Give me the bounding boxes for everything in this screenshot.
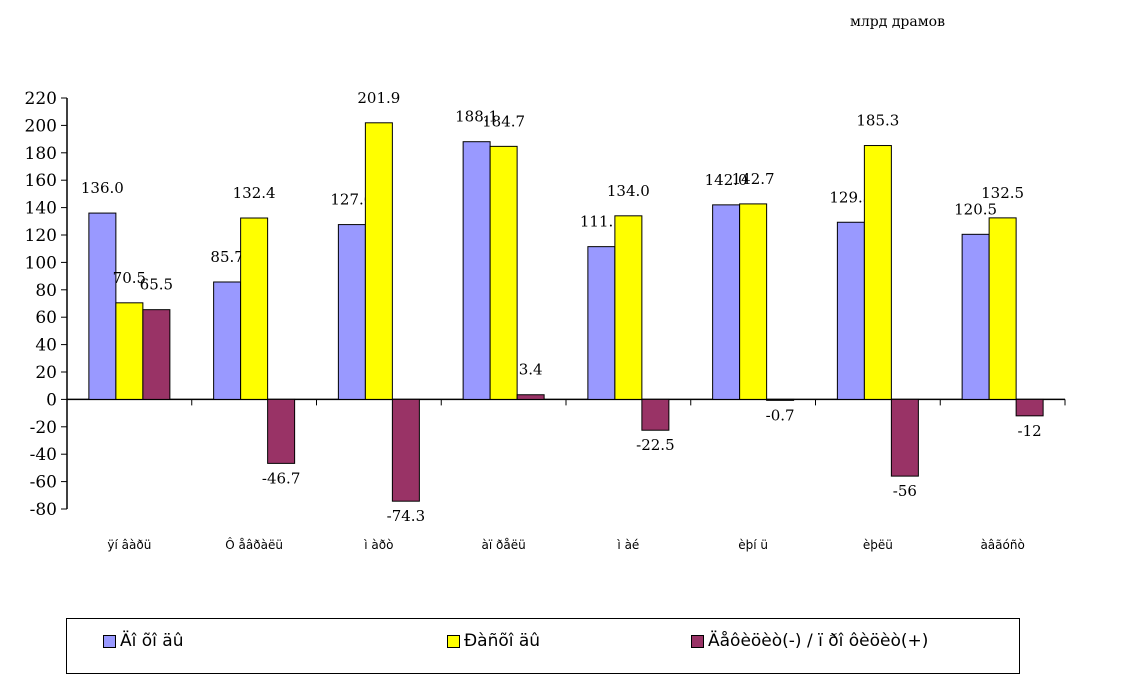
data-label: 132.5 xyxy=(981,184,1024,202)
bar-series2 xyxy=(115,302,144,400)
data-label: 142.7 xyxy=(732,170,775,188)
bar-series1 xyxy=(337,224,366,400)
unit-label: млрд драмов xyxy=(850,14,945,30)
data-label: 185.3 xyxy=(856,112,899,130)
bar-series3 xyxy=(142,309,171,400)
y-tick-label: 200 xyxy=(25,116,57,136)
bar-series1 xyxy=(88,212,117,400)
x-tick-label: ÿí âàðü xyxy=(107,538,151,552)
data-label: 111.5 xyxy=(580,213,623,231)
data-label: 129.3 xyxy=(829,188,872,206)
bar-series3 xyxy=(516,394,545,400)
legend-swatch-revenue xyxy=(103,634,116,648)
bar-series1 xyxy=(462,141,491,400)
bar-series1 xyxy=(712,204,741,400)
x-tick-label: ì àðò xyxy=(363,538,393,552)
data-label: 132.4 xyxy=(233,184,276,202)
data-label: -56 xyxy=(893,482,917,500)
data-label: 85.7 xyxy=(210,248,243,266)
legend-label-expense: Ðàñõî äû xyxy=(464,631,541,651)
data-label: 70.5 xyxy=(113,269,146,287)
x-tick-label: ì àé xyxy=(616,538,639,552)
bar-series1 xyxy=(213,281,242,400)
y-tick-label: 40 xyxy=(35,336,57,356)
legend-label-revenue: Äî õî äû xyxy=(120,631,184,651)
y-tick-label: 80 xyxy=(35,281,57,301)
x-tick-label: àâãóñò xyxy=(980,538,1024,552)
legend-swatch-expense xyxy=(447,634,460,648)
x-tick-label: èþëü xyxy=(863,538,893,552)
y-tick-label: 20 xyxy=(35,363,57,383)
bar-series1 xyxy=(587,246,616,400)
data-label: 142.0 xyxy=(705,171,748,189)
data-label: 127.6 xyxy=(330,191,373,209)
bar-series3 xyxy=(641,398,670,431)
y-tick-label: 140 xyxy=(25,199,57,219)
y-tick-label: -60 xyxy=(30,473,57,493)
legend: Äî õî äû Ðàñõî äû Äåôèöèò(-) / ï ðî ôèöè… xyxy=(66,618,1020,674)
bar-series3 xyxy=(267,398,296,464)
bar-series2 xyxy=(240,217,269,400)
y-tick-label: -40 xyxy=(30,445,57,465)
bar-series2 xyxy=(489,145,518,400)
data-label: 65.5 xyxy=(140,276,173,294)
legend-swatch-balance xyxy=(691,634,704,648)
bar-series2 xyxy=(739,203,768,400)
data-label: 184.7 xyxy=(482,112,525,130)
x-tick-label: àï ðåëü xyxy=(482,538,526,552)
data-label: -0.7 xyxy=(766,406,795,424)
bar-series3 xyxy=(391,398,420,502)
data-label: -22.5 xyxy=(636,436,674,454)
y-tick-label: 220 xyxy=(25,89,57,109)
bar-series2 xyxy=(863,145,892,400)
legend-item-balance: Äåôèöèò(-) / ï ðî ôèöèò(+) xyxy=(691,631,928,651)
y-tick-label: 120 xyxy=(25,226,57,246)
bar-series2 xyxy=(614,215,643,400)
data-label: -46.7 xyxy=(262,469,300,487)
bar-chart: -80 -60 -40 -20 0 20 40 60 80 100 120 140 160 180 200 2… xyxy=(25,89,1066,552)
y-tick-label: -80 xyxy=(30,500,57,520)
data-label: 120.5 xyxy=(954,200,997,218)
data-label: 188.1 xyxy=(455,108,498,126)
bar-series2 xyxy=(364,122,393,400)
bar-series3 xyxy=(766,398,795,401)
data-label: -74.3 xyxy=(387,507,425,525)
y-tick-label: 100 xyxy=(25,253,57,273)
y-tick-label: 60 xyxy=(35,308,57,328)
y-tick-label: 0 xyxy=(46,390,57,410)
legend-item-revenue: Äî õî äû xyxy=(103,631,183,651)
data-label: 136.0 xyxy=(81,179,124,197)
x-tick-label: Ô åâðàëü xyxy=(225,537,283,552)
x-tick-label: èþí ü xyxy=(738,538,768,552)
data-label: 134.0 xyxy=(607,182,650,200)
bar-series3 xyxy=(890,398,919,477)
data-label: 201.9 xyxy=(357,89,400,107)
bar-series2 xyxy=(988,217,1017,400)
bar-series1 xyxy=(961,233,990,400)
data-label: -12 xyxy=(1018,422,1042,440)
legend-item-expense: Ðàñõî äû xyxy=(447,631,540,651)
bar-series3 xyxy=(1015,398,1044,417)
y-tick-label: 180 xyxy=(25,144,57,164)
y-tick-label: 160 xyxy=(25,171,57,191)
legend-label-balance: Äåôèöèò(-) / ï ðî ôèöèò(+) xyxy=(708,631,929,651)
bar-series1 xyxy=(836,221,865,400)
data-label: 3.4 xyxy=(519,361,543,379)
y-tick-label: -20 xyxy=(30,418,57,438)
